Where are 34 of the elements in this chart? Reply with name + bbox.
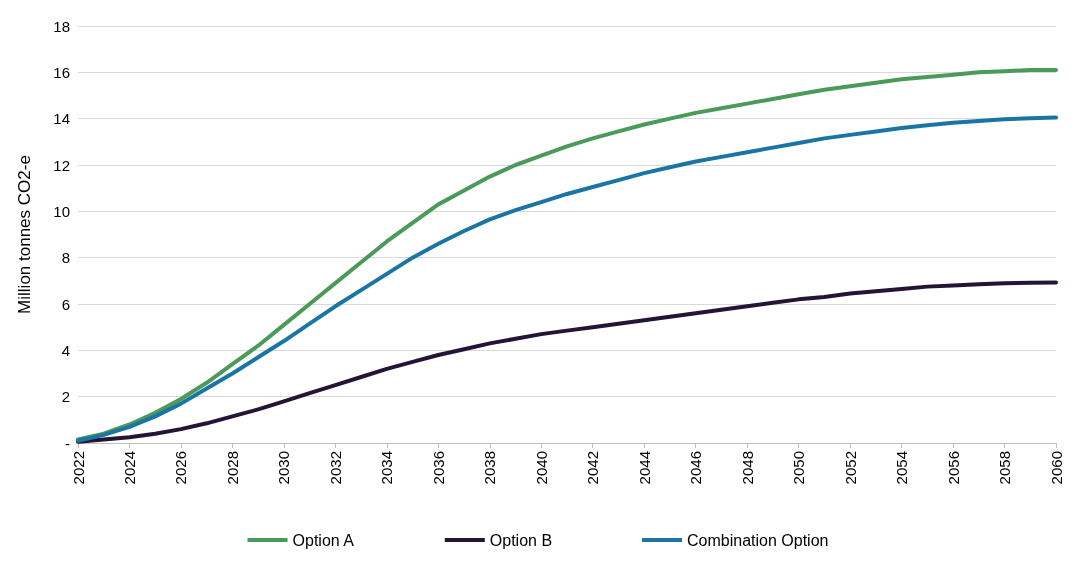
x-tick-label: 2060 (1047, 451, 1065, 485)
x-tick-label: 2044 (635, 451, 653, 485)
x-tick-label: 2022 (69, 451, 87, 485)
x-tick-label: 2036 (429, 451, 447, 485)
x-tick-label: 2038 (481, 451, 499, 485)
x-tick-label: 2040 (532, 451, 550, 485)
x-tick-label: 2024 (120, 451, 138, 485)
x-tick-label: 2048 (738, 451, 756, 485)
x-tick-label: 2042 (584, 451, 602, 485)
x-tick-label: 2056 (944, 451, 962, 485)
x-tick-label: 2026 (172, 451, 190, 485)
y-tick-label: 10 (53, 202, 70, 220)
y-tick-label: 4 (61, 341, 70, 359)
legend-label: Option A (292, 531, 355, 549)
y-tick-label: - (65, 434, 70, 452)
x-tick-label: 2052 (841, 451, 859, 485)
legend-label: Combination Option (687, 531, 829, 549)
x-tick-label: 2032 (326, 451, 344, 485)
x-tick-label: 2034 (378, 451, 396, 485)
x-tick-label: 2058 (996, 451, 1014, 485)
y-tick-label: 2 (61, 388, 70, 406)
y-axis-title: Million tonnes CO2-e (15, 155, 34, 314)
y-tick-label: 8 (61, 249, 70, 267)
y-tick-label: 14 (53, 110, 70, 128)
legend-label: Option B (489, 531, 553, 549)
x-tick-label: 2046 (687, 451, 705, 485)
y-tick-label: 6 (61, 295, 70, 313)
x-tick-label: 2054 (893, 451, 911, 485)
y-tick-label: 18 (53, 17, 70, 35)
x-tick-label: 2028 (223, 451, 241, 485)
y-tick-label: 12 (53, 156, 70, 174)
x-tick-label: 2050 (790, 451, 808, 485)
x-tick-label: 2030 (275, 451, 293, 485)
y-tick-label: 16 (53, 63, 70, 81)
